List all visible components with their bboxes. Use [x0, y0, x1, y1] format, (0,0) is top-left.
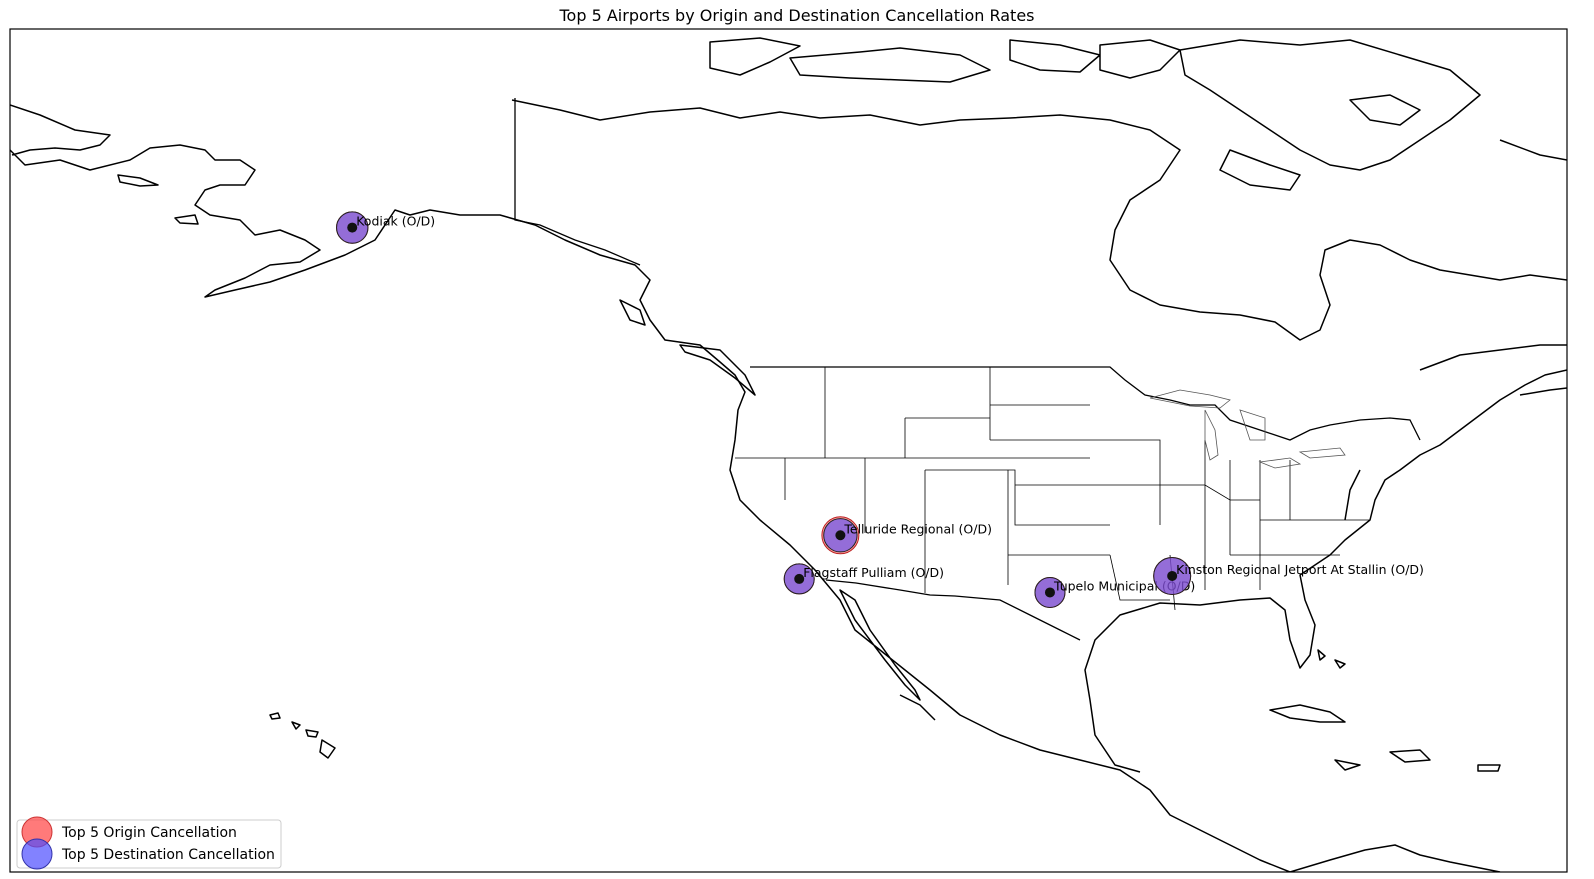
- us-mexico-border: [825, 579, 1081, 641]
- airport-marker-kinston-regional-jetport-at-stallin[interactable]: Kinston Regional Jetport At Stallin (O/D…: [1153, 556, 1424, 595]
- great-lakes: [1149, 389, 1346, 469]
- airport-point-kinston-regional-jetport-at-stallin: [1167, 570, 1178, 581]
- legend-box: [16, 819, 282, 869]
- airport-markers: Kodiak (O/D) Telluride Regional (O/D) Flag…: [336, 211, 1424, 608]
- legend-swatch-destination: [21, 838, 53, 870]
- islands: [117, 174, 1501, 772]
- airport-label-kodiak: Kodiak (O/D): [356, 214, 435, 229]
- map-frame: [9, 28, 1568, 873]
- airport-point-flagstaff-pulliam: [794, 573, 805, 584]
- north-america-coastline: [10, 104, 1567, 872]
- legend: Top 5 Origin Cancellation Top 5 Destinat…: [16, 816, 282, 870]
- arctic-coastline: [511, 37, 1567, 396]
- airport-label-telluride-regional: Telluride Regional (O/D): [843, 521, 992, 536]
- legend-label-destination: Top 5 Destination Cancellation: [61, 847, 275, 863]
- airport-point-kodiak: [347, 222, 358, 233]
- map-title: Top 5 Airports by Origin and Destination…: [559, 6, 1035, 25]
- airport-marker-kodiak[interactable]: Kodiak (O/D): [336, 211, 436, 244]
- airport-marker-telluride-regional[interactable]: Telluride Regional (O/D): [821, 516, 992, 555]
- airport-point-telluride-regional: [835, 530, 846, 541]
- legend-label-origin: Top 5 Origin Cancellation: [61, 825, 237, 841]
- airport-point-tupelo-municipal: [1044, 587, 1055, 598]
- airport-label-kinston-regional-jetport-at-stallin: Kinston Regional Jetport At Stallin (O/D…: [1176, 562, 1424, 577]
- state-lines: [735, 367, 1370, 611]
- airport-label-flagstaff-pulliam: Flagstaff Pulliam (O/D): [803, 565, 944, 580]
- airport-marker-flagstaff-pulliam[interactable]: Flagstaff Pulliam (O/D): [783, 563, 944, 595]
- basemap: [10, 37, 1567, 872]
